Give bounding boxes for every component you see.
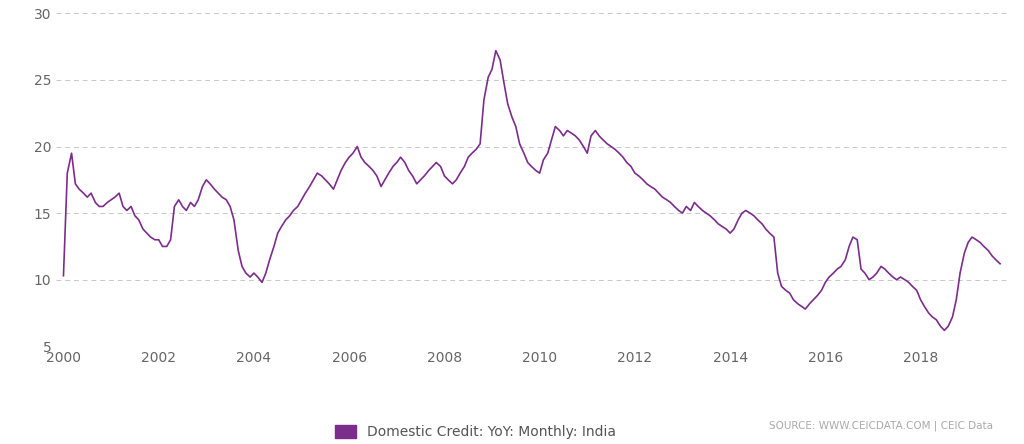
Legend: Domestic Credit: YoY: Monthly: India: Domestic Credit: YoY: Monthly: India [335, 425, 615, 439]
Text: SOURCE: WWW.CEICDATA.COM | CEIC Data: SOURCE: WWW.CEICDATA.COM | CEIC Data [769, 420, 993, 431]
